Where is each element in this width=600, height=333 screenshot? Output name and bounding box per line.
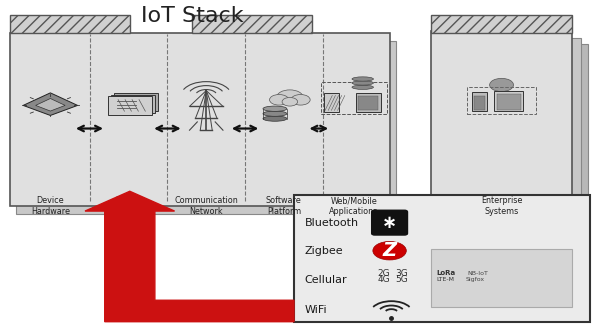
Ellipse shape <box>263 106 287 111</box>
Text: 2G: 2G <box>377 269 390 278</box>
Circle shape <box>291 95 310 105</box>
Text: Z: Z <box>383 241 397 260</box>
Polygon shape <box>85 191 294 322</box>
Text: Enterprise
Systems: Enterprise Systems <box>481 196 522 216</box>
Text: Web/Mobile
Applications: Web/Mobile Applications <box>329 196 379 216</box>
Bar <box>431 249 572 307</box>
Circle shape <box>490 78 514 92</box>
Text: Device
Hardware: Device Hardware <box>31 196 70 216</box>
Circle shape <box>282 98 298 106</box>
Bar <box>497 94 521 110</box>
Text: 4G: 4G <box>377 275 390 284</box>
Circle shape <box>373 241 406 260</box>
Text: NB-IoT: NB-IoT <box>467 271 488 276</box>
Bar <box>110 95 155 113</box>
Ellipse shape <box>352 81 373 85</box>
Circle shape <box>269 95 289 105</box>
Polygon shape <box>35 99 65 111</box>
Bar <box>467 87 536 114</box>
Bar <box>107 96 152 115</box>
FancyBboxPatch shape <box>371 210 407 235</box>
Text: 3G: 3G <box>395 269 408 278</box>
Ellipse shape <box>352 85 373 89</box>
Text: WiFi: WiFi <box>305 305 328 315</box>
Bar <box>440 38 581 211</box>
Bar <box>294 194 590 322</box>
Bar <box>193 15 312 33</box>
Bar <box>472 92 487 111</box>
Bar <box>431 31 572 204</box>
Bar <box>324 93 340 112</box>
Bar <box>10 15 130 33</box>
Text: LTE-M: LTE-M <box>436 277 454 282</box>
Bar <box>448 44 589 218</box>
Bar <box>474 97 485 110</box>
Bar <box>356 93 380 112</box>
Text: Communication
Network: Communication Network <box>175 196 238 216</box>
Ellipse shape <box>352 77 373 81</box>
Text: Sigfox: Sigfox <box>466 277 485 282</box>
Text: LoRa: LoRa <box>436 270 455 276</box>
Text: IoT Stack: IoT Stack <box>141 6 244 26</box>
Text: 5G: 5G <box>395 275 408 284</box>
Text: Bluetooth: Bluetooth <box>305 218 359 228</box>
Bar <box>10 33 389 206</box>
Text: Zigbee: Zigbee <box>305 246 343 256</box>
Bar <box>113 93 158 111</box>
Text: Device
Firmware: Device Firmware <box>110 196 147 216</box>
Ellipse shape <box>263 111 287 116</box>
Bar <box>358 97 378 110</box>
Bar <box>431 15 572 33</box>
Bar <box>321 82 386 114</box>
Circle shape <box>277 90 303 105</box>
Text: ∗: ∗ <box>382 214 397 232</box>
Polygon shape <box>23 93 77 116</box>
Text: Software
Platform: Software Platform <box>266 196 302 216</box>
Ellipse shape <box>263 116 287 121</box>
Bar <box>16 41 395 214</box>
Text: Cellular: Cellular <box>305 275 347 285</box>
Bar <box>494 91 523 111</box>
